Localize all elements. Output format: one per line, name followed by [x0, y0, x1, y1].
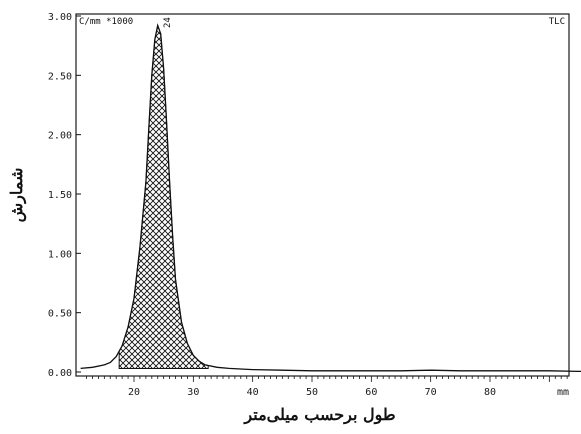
- x-axis-title: طول برحسب میلی‌متر: [243, 405, 395, 425]
- corner-tag: TLC: [549, 17, 565, 27]
- y-tick-label: 2.50: [48, 71, 72, 82]
- x-tick-label: 20: [128, 387, 140, 398]
- y-ticks-layer: 0.00 0.50 1.00 1.50 2.00 2.50 3.00: [48, 12, 81, 379]
- y-tick-label: 0.00: [48, 368, 72, 379]
- y-tick-label: 2.00: [48, 131, 72, 142]
- x-tick-label: 30: [187, 387, 199, 398]
- series-line-layer: [80, 23, 581, 373]
- series-line: [80, 23, 581, 373]
- y-tick-label: 1.50: [48, 190, 72, 201]
- x-tick-label: 50: [306, 387, 318, 398]
- x-tick-label: 40: [247, 387, 259, 398]
- x-tick-label: 80: [484, 387, 496, 398]
- x-ticks-layer: 20 30 40 50 60 70 80: [86, 376, 568, 398]
- peak-label: 24: [163, 17, 173, 28]
- y-unit-label: C/mm *1000: [79, 17, 133, 27]
- x-tick-label: 60: [365, 387, 377, 398]
- x-tick-label: 70: [425, 387, 437, 398]
- y-tick-label: 0.50: [48, 309, 72, 320]
- x-unit-label: mm: [557, 387, 569, 398]
- y-tick-label: 1.00: [48, 249, 72, 260]
- y-axis-title: شمارش: [7, 168, 27, 223]
- y-tick-label: 3.00: [48, 12, 72, 23]
